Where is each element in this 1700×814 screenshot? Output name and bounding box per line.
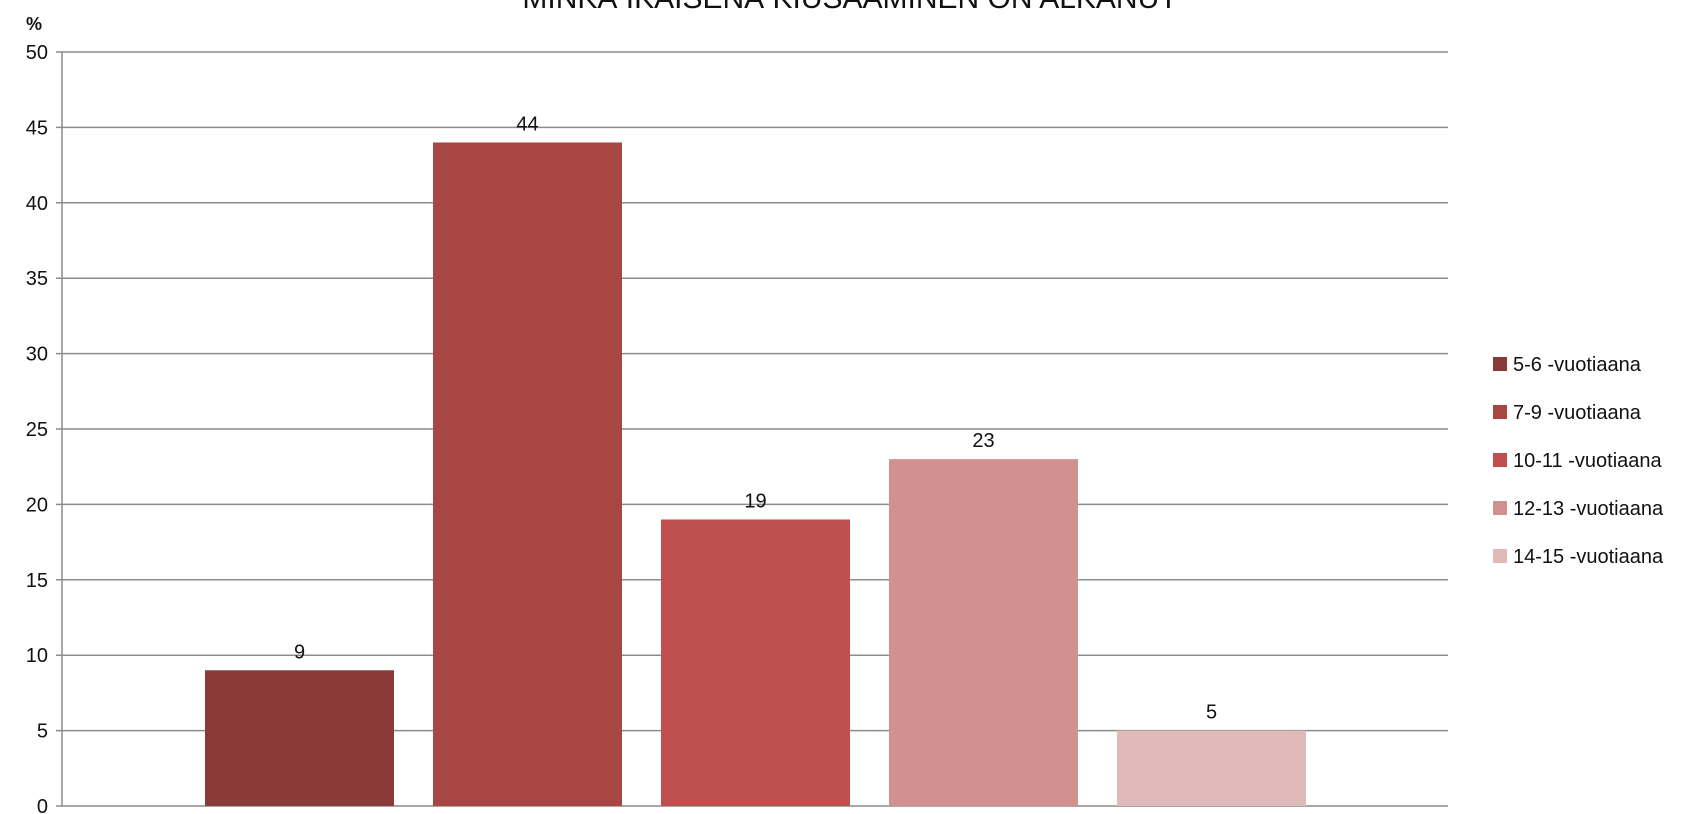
y-axis-tick-labels: 0 5 10 15 20 25 30 35 40 45 50	[26, 42, 48, 814]
data-labels: 9 44 19 23 5	[294, 113, 1217, 723]
data-label: 19	[744, 490, 766, 512]
y-tick-label: 5	[37, 721, 48, 743]
y-tick-label: 20	[26, 494, 48, 516]
legend-swatch	[1493, 549, 1507, 563]
y-tick-label: 15	[26, 570, 48, 592]
data-label: 23	[972, 430, 994, 452]
legend-swatch	[1493, 453, 1507, 467]
legend: 5-6 -vuotiaana 7-9 -vuotiaana 10-11 -vuoti…	[1493, 354, 1664, 568]
y-tick-label: 0	[37, 796, 48, 814]
bar	[205, 670, 394, 806]
data-label: 9	[294, 641, 305, 663]
legend-entry-label: 10-11 -vuotiaana	[1513, 450, 1663, 472]
bar	[433, 142, 622, 807]
y-tick-label: 40	[26, 193, 48, 215]
bar	[889, 459, 1078, 806]
legend-swatch	[1493, 501, 1507, 515]
legend-entry-label: 7-9 -vuotiaana	[1513, 402, 1642, 424]
legend-entry-label: 14-15 -vuotiaana	[1513, 546, 1664, 568]
y-tick-label: 45	[26, 117, 48, 139]
data-label: 44	[516, 113, 538, 135]
y-axis-unit-label: %	[26, 14, 42, 34]
bar	[661, 519, 850, 806]
legend-entry-label: 12-13 -vuotiaana	[1513, 498, 1664, 520]
y-tick-label: 25	[26, 419, 48, 441]
bars	[205, 142, 1306, 807]
y-tick-label: 30	[26, 344, 48, 366]
bar	[1117, 730, 1306, 806]
legend-entry-label: 5-6 -vuotiaana	[1513, 354, 1642, 376]
y-tick-label: 50	[26, 42, 48, 64]
legend-swatch	[1493, 357, 1507, 371]
data-label: 5	[1206, 702, 1217, 724]
y-tick-label: 35	[26, 268, 48, 290]
legend-swatch	[1493, 405, 1507, 419]
chart-title: MINKÄ IKÄISENÄ KIUSAAMINEN ON ALKANUT	[522, 0, 1177, 15]
y-tick-label: 10	[26, 645, 48, 667]
